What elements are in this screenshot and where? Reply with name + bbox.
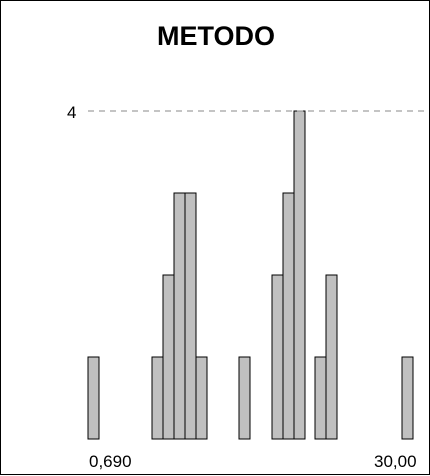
histogram-bar [184, 192, 197, 440]
histogram-bar [195, 356, 208, 440]
histogram-bar [87, 356, 100, 440]
x-tick-label-min: 0,690 [89, 452, 132, 471]
histogram-bar [151, 356, 164, 440]
histogram-bar [238, 356, 251, 440]
histogram-bar [293, 110, 306, 440]
histogram-bar [162, 274, 175, 440]
histogram-bar [173, 192, 186, 440]
chart-title: METODO [156, 21, 275, 51]
histogram-bar [401, 356, 414, 440]
y-reference-label: 4 [67, 103, 76, 122]
histogram-bar [282, 192, 295, 440]
histogram-bar [325, 274, 338, 440]
histogram-bar [271, 274, 284, 440]
histogram-bar [314, 356, 327, 440]
x-tick-label-max: 30,00 [374, 452, 417, 471]
